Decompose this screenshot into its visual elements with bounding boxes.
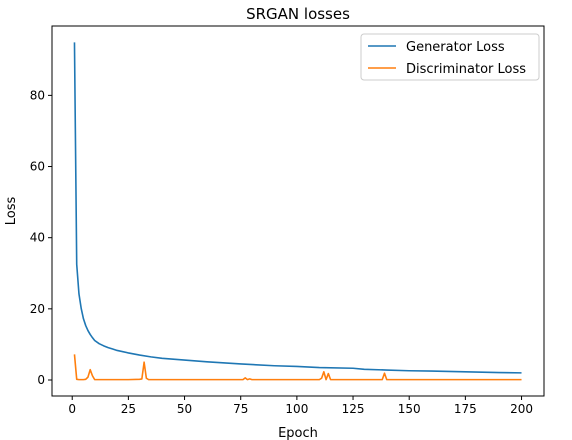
series-line-1 (73, 354, 522, 381)
y-tick-label: 80 (30, 88, 45, 102)
series-line-0 (73, 42, 522, 374)
x-tick-label: 25 (121, 402, 136, 416)
legend-label-discriminator: Discriminator Loss (406, 62, 526, 77)
y-axis-label: Loss (4, 197, 19, 226)
y-tick-label: 20 (30, 302, 45, 316)
x-tick-label: 0 (68, 402, 76, 416)
x-tick-label: 100 (285, 402, 308, 416)
plot-frame (51, 25, 545, 397)
y-axis-ticks: 0 20 40 60 80 (30, 88, 52, 387)
y-tick-label: 60 (30, 160, 45, 174)
x-tick-label: 125 (342, 402, 365, 416)
x-tick-label: 175 (454, 402, 477, 416)
legend-label-generator: Generator Loss (406, 40, 505, 55)
x-tick-label: 75 (233, 402, 248, 416)
x-tick-label: 50 (177, 402, 192, 416)
x-tick-label: 200 (510, 402, 533, 416)
plot-lines (73, 42, 522, 381)
legend: Generator Loss Discriminator Loss (360, 33, 540, 81)
x-axis-label: Epoch (278, 426, 318, 440)
x-tick-label: 150 (398, 402, 421, 416)
y-tick-label: 40 (30, 231, 45, 245)
y-tick-label: 0 (37, 373, 45, 387)
chart-title: SRGAN losses (246, 5, 350, 23)
legend-box (360, 33, 540, 81)
x-axis-ticks: 0 25 50 75 100 125 150 175 200 (68, 396, 533, 416)
